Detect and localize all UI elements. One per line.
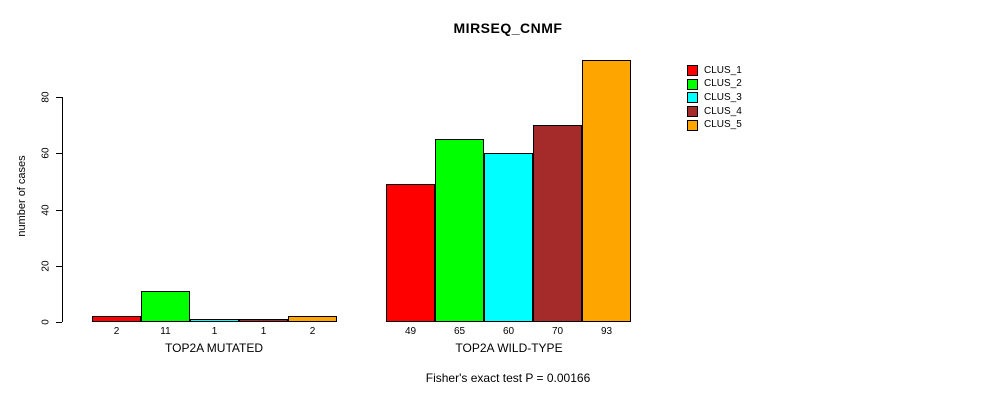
- legend-swatch-icon: [687, 65, 698, 77]
- bar-value-label: 60: [502, 326, 515, 337]
- bar-clus_5: [582, 60, 631, 322]
- bar-clus_3: [484, 153, 533, 322]
- y-tick-mark: [56, 209, 62, 211]
- y-tick-mark: [56, 265, 62, 267]
- bar-clus_4: [239, 319, 288, 322]
- legend-label: CLUS_3: [704, 91, 742, 103]
- legend-item-clus_2: CLUS_2: [687, 78, 742, 92]
- bar-value-label: 93: [600, 326, 613, 337]
- y-tick-label: 80: [40, 91, 52, 103]
- bar-clus_1: [386, 184, 435, 322]
- bar-clus_4: [533, 125, 582, 322]
- y-tick-label: 40: [40, 203, 52, 216]
- fisher-test-annotation: Fisher's exact test P = 0.00166: [425, 371, 591, 385]
- bar-clus_2: [141, 291, 190, 322]
- y-axis-label: number of cases: [16, 155, 28, 237]
- legend-swatch-icon: [687, 106, 698, 118]
- legend-item-clus_3: CLUS_3: [687, 91, 742, 105]
- legend-label: CLUS_4: [704, 105, 742, 117]
- bar-value-label: 2: [113, 326, 120, 337]
- legend: CLUS_1 CLUS_2 CLUS_3 CLUS_4 CLUS_5: [687, 64, 742, 132]
- y-tick-mark: [56, 153, 62, 155]
- legend-swatch-icon: [687, 119, 698, 131]
- bar-value-label: 70: [551, 326, 564, 337]
- bar-value-label: 65: [453, 326, 466, 337]
- bar-value-label: 11: [160, 326, 171, 337]
- legend-item-clus_4: CLUS_4: [687, 105, 742, 119]
- y-tick-mark: [56, 97, 62, 98]
- bar-clus_1: [92, 316, 141, 322]
- bar-clus_5: [288, 316, 337, 322]
- y-tick-mark: [56, 322, 62, 323]
- legend-swatch-icon: [687, 78, 698, 90]
- bar-value-label: 1: [260, 326, 267, 337]
- legend-label: CLUS_5: [704, 119, 742, 131]
- legend-swatch-icon: [687, 92, 698, 104]
- y-tick-label: 20: [40, 260, 52, 272]
- bar-clus_2: [435, 139, 484, 322]
- group-label-top2a-mutated: TOP2A MUTATED: [164, 341, 264, 355]
- legend-item-clus_1: CLUS_1: [687, 64, 742, 78]
- y-axis-line: [62, 97, 63, 322]
- bar-value-label: 49: [404, 326, 417, 337]
- y-tick-label: 60: [40, 147, 52, 159]
- group-label-top2a-wild-type: TOP2A WILD-TYPE: [455, 341, 563, 355]
- bar-clus_3: [190, 319, 239, 322]
- chart-title: MIRSEQ_CNMF: [453, 20, 563, 36]
- y-tick-label: 0: [40, 319, 52, 325]
- legend-item-clus_5: CLUS_5: [687, 118, 742, 132]
- legend-label: CLUS_2: [704, 78, 742, 90]
- bar-value-label: 2: [309, 326, 316, 337]
- bar-value-label: 1: [211, 326, 218, 337]
- legend-label: CLUS_1: [704, 64, 742, 76]
